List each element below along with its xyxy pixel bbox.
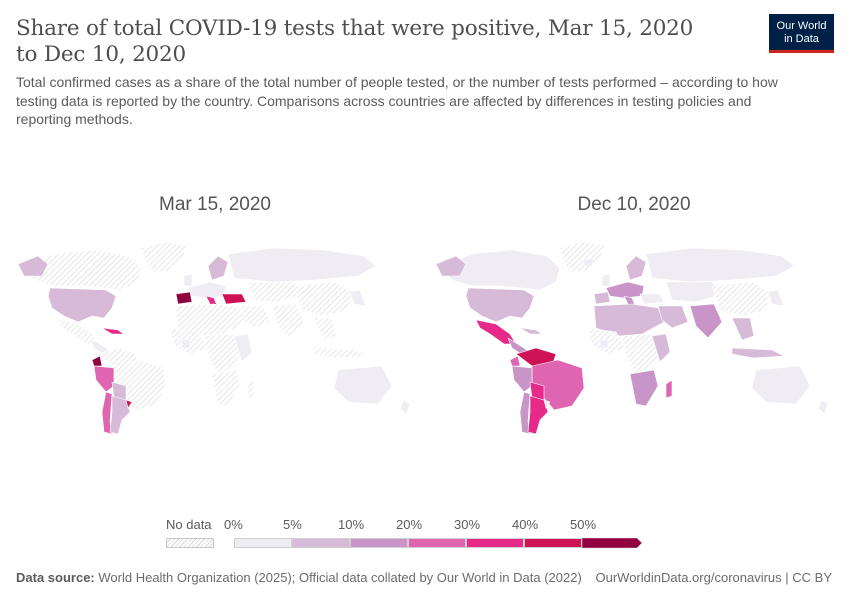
map-indonesia [313,347,368,359]
map-korea-japan [767,289,785,307]
map-chile [101,391,113,435]
map-peru [511,365,533,393]
map-australia [333,365,393,405]
map-uruguay [125,399,133,409]
legend-bin-5-10 [292,538,350,548]
map-central-asia [665,281,723,303]
map-southeast-asia [313,317,337,341]
legend-no-data-swatch [166,538,214,548]
map-spain [175,291,193,305]
map-ecuador [509,355,521,367]
map-colombia-venezuela [515,347,557,367]
legend-bin-50-plus-shape [582,538,643,549]
map-peru [93,365,115,393]
map-alaska [17,255,49,277]
footer-source-label: Data source: [16,570,95,585]
map-greenland [559,241,605,273]
map-scandinavia [207,255,229,281]
world-map-mar-15-2020 [17,241,411,435]
logo-line-1: Our World [776,20,827,32]
map-uk [601,273,611,287]
map-southern-africa [211,369,241,407]
map-south-asia [689,303,723,339]
map-date-label-dec: Dec 10, 2020 [577,194,691,215]
map-date-label-mar: Mar 15, 2020 [159,194,271,215]
map-turkey [639,293,665,305]
map-new-zealand [817,399,829,415]
map-iceland [165,257,177,267]
map-uk [183,273,193,287]
map-mexico [57,319,99,345]
map-madagascar [247,379,255,399]
map-north-africa [175,303,247,337]
legend-tick-10: 10% [338,517,365,532]
legend-bin-30-40 [466,538,524,548]
map-madagascar [665,379,673,399]
legend-tick-0: 0% [224,517,243,532]
map-canada [23,249,143,291]
map-southeast-asia [731,317,755,341]
map-uruguay [543,399,551,409]
footer-url-link[interactable]: OurWorldinData.org/coronavirus | CC BY [595,570,832,585]
map-russia [227,247,377,283]
map-china [293,281,353,317]
map-russia [645,247,795,283]
legend-no-data-label: No data [166,517,212,532]
map-east-africa [651,333,671,363]
map-canada [441,249,561,291]
map-korea-japan [349,289,367,307]
world-map-dec-10-2020 [435,241,829,435]
map-western-europe [187,281,227,299]
legend-bin-40-50 [524,538,582,548]
map-usa [465,287,535,323]
legend-tick-50: 50% [570,517,597,532]
map-north-africa [593,303,665,337]
legend-tick-40: 40% [512,517,539,532]
map-ecuador [91,355,103,367]
color-legend: No data 0% 5% 10% 20% 30% 40% 50% [160,517,650,557]
map-china [711,281,771,317]
footer-source: Data source: World Health Organization (… [16,570,582,585]
map-iceland [583,257,595,267]
footer-source-text: World Health Organization (2025); Offici… [98,570,582,585]
map-australia [751,365,811,405]
map-southern-africa [629,369,659,407]
legend-bin-20-30 [408,538,466,548]
legend-tick-30: 30% [454,517,481,532]
map-scandinavia [625,255,647,281]
map-indonesia [731,347,786,359]
legend-tick-20: 20% [396,517,423,532]
map-mexico [475,319,517,345]
map-middle-east [239,305,271,329]
map-middle-east [657,305,689,329]
map-greenland [141,241,187,273]
map-colombia-venezuela [97,347,139,367]
map-spain [593,291,611,305]
legend-bin-50-plus [582,538,643,549]
map-ghana [181,339,191,349]
map-caribbean [519,327,543,335]
chart-title: Share of total COVID-19 tests that were … [16,16,694,67]
map-south-asia [271,303,305,339]
map-alaska [435,255,467,277]
owid-logo[interactable]: Our World in Data [769,14,834,53]
map-chile [519,391,531,435]
map-central-asia [247,281,305,303]
map-new-zealand [399,399,411,415]
legend-bin-0-5 [234,538,292,548]
map-east-africa [233,333,253,363]
chart-subtitle: Total confirmed cases as a share of the … [16,74,778,127]
map-central-africa [621,333,661,375]
logo-line-2: in Data [784,33,819,45]
legend-bin-10-20 [350,538,408,548]
map-usa [47,287,117,323]
legend-tick-5: 5% [283,517,302,532]
map-central-africa [203,333,243,375]
map-caribbean [101,327,125,335]
map-turkey [221,293,247,305]
map-western-europe [605,281,645,299]
map-ghana [599,339,609,349]
